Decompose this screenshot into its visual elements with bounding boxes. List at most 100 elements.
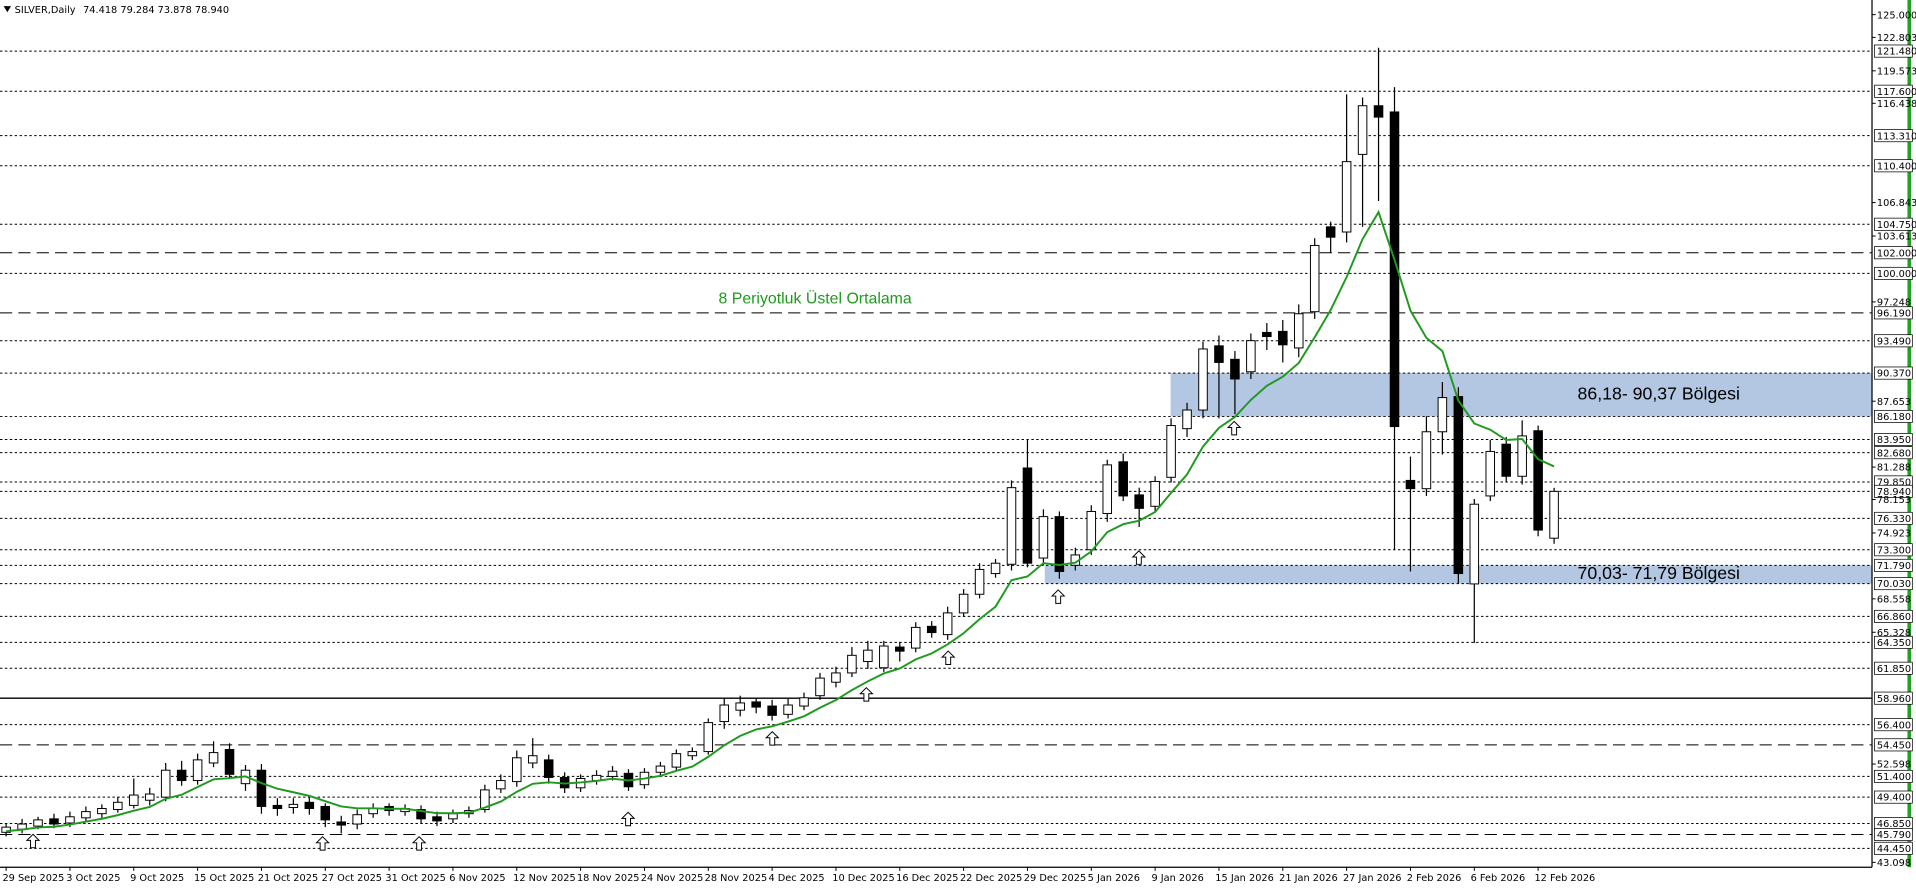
candle-body [799,697,809,707]
up-arrow [859,686,874,702]
up-arrow [315,836,330,851]
candle-body [304,801,315,809]
candle-body [1054,516,1065,572]
candle-body [416,809,426,820]
level-label-box [1874,334,1913,348]
x-tick-label: 18 Nov 2025 [577,873,640,884]
x-tick-label: 21 Jan 2026 [1279,873,1338,884]
ema-line [6,209,1555,833]
level-label-box [1874,577,1913,591]
candle-body [735,702,745,711]
x-tick-label: 16 Dec 2025 [896,873,958,884]
candle-body [1006,487,1017,565]
x-tick-label: 24 Nov 2025 [641,873,704,884]
level-label-box [1874,691,1913,705]
candle-body [176,769,187,782]
y-tick-label: 52.598 [1877,760,1911,771]
candle-body [1517,435,1527,477]
x-tick-label: 6 Nov 2025 [449,873,505,884]
level-label: 96.190 [1877,308,1911,319]
x-tick-label: 12 Feb 2026 [1534,873,1595,884]
level-label: 79.850 [1877,478,1911,489]
level-label-box [1874,266,1913,280]
up-arrow [764,730,780,746]
level-label-box [1874,366,1913,380]
candle-body [480,789,490,811]
candle-body [1182,409,1192,430]
candle-body [1421,431,1432,490]
level-label: 104.750 [1877,220,1916,231]
level-label: 45.790 [1877,830,1911,841]
overlay: 86,18- 90,37 Bölgesi 70,03- 71,79 Bölgesi… [6,209,1740,851]
level-label-box [1874,661,1913,675]
level-label: 61.850 [1877,664,1911,675]
candle-body [863,649,873,663]
x-tick-label: 21 Oct 2025 [258,873,318,884]
x-tick-label: 29 Dec 2025 [1024,873,1086,884]
level-label-box [1874,306,1913,320]
candle-body [65,816,75,824]
level-label: 86.180 [1877,412,1911,423]
candle-body [1,826,11,833]
level-label-box [1874,769,1913,783]
candle-body [1341,161,1352,233]
candle-body [910,626,921,649]
candle-body [958,593,969,614]
x-tick-label: 28 Nov 2025 [705,873,768,884]
candle-body [831,672,841,683]
level-label: 83.950 [1877,435,1911,446]
y-tick-label: 106.843 [1877,198,1916,209]
candle-body [895,646,905,652]
level-label: 82.680 [1877,448,1911,459]
candle-body [1325,226,1336,238]
x-tick-label: 9 Jan 2026 [1151,873,1203,884]
x-tick-label: 4 Dec 2025 [768,873,824,884]
level-label-box [1874,511,1913,525]
level-label: 93.490 [1877,336,1911,347]
candle-body [1485,450,1496,497]
candle-body [496,780,506,790]
x-tick-label: 6 Feb 2026 [1471,873,1526,884]
level-label-box [1874,790,1913,804]
candle-body [33,819,43,827]
candle-body [1309,244,1320,313]
x-tick-label: 15 Jan 2026 [1215,873,1274,884]
level-label: 117.600 [1877,87,1916,98]
candle-body [160,769,171,798]
candle-body [512,757,522,783]
level-label: 51.400 [1877,772,1911,783]
level-label-box [1874,246,1913,260]
y-tick-label: 125.000 [1877,10,1916,21]
candle-body [1453,396,1464,575]
level-label: 76.330 [1877,514,1911,525]
level-label-box [1874,738,1913,752]
candle-body [974,568,985,595]
candle-body [527,755,538,764]
candle-body [192,759,203,782]
level-label-box [1874,217,1913,231]
candle-body [543,759,554,778]
candle-body [926,625,937,634]
candles [1,47,1559,837]
level-label: 90.370 [1877,369,1911,380]
level-label-box [1874,44,1913,58]
level-label-box [1874,841,1913,855]
candle-body [1086,510,1097,551]
candle-body [607,770,618,777]
candle-body [1389,111,1400,428]
level-label: 71.790 [1877,561,1911,572]
y-tick-label: 78.153 [1877,495,1911,506]
candle-body [1022,467,1033,564]
level-label-box [1874,609,1913,623]
level-label-box [1874,558,1913,572]
candle-body [703,722,714,753]
candle-body [224,749,235,775]
x-tick-label: 3 Oct 2025 [66,873,120,884]
level-label-box [1874,828,1913,841]
level-label-box [1874,159,1913,173]
candle-body [1293,313,1304,349]
level-label: 102.000 [1877,248,1916,259]
candle-body [767,705,777,716]
quote-label: 74.418 79.284 73.878 78.940 [83,5,229,16]
candle-body [1134,494,1144,509]
